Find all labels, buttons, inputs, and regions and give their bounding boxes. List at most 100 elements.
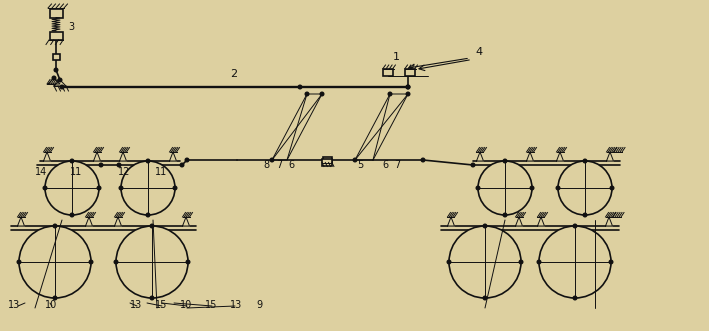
Polygon shape [476,152,484,161]
Text: 10: 10 [45,300,57,310]
Text: 7: 7 [276,160,282,170]
Circle shape [43,186,47,190]
Text: 15: 15 [155,300,167,310]
Circle shape [19,226,91,298]
Text: 9: 9 [256,300,262,310]
Circle shape [270,158,274,162]
Circle shape [584,159,587,163]
Text: 4: 4 [475,47,482,57]
Circle shape [45,161,99,215]
Circle shape [119,186,123,190]
Text: 13: 13 [8,300,21,310]
Circle shape [447,260,451,264]
Circle shape [406,92,410,96]
Circle shape [150,224,154,228]
Bar [52,54,60,60]
Text: 3: 3 [68,22,74,32]
Text: 6: 6 [382,160,388,170]
Polygon shape [527,152,533,161]
Bar [323,157,332,163]
Polygon shape [537,217,545,226]
Polygon shape [182,217,189,226]
Circle shape [60,85,64,89]
Circle shape [573,224,577,228]
Circle shape [186,260,190,264]
Text: 5: 5 [357,160,363,170]
Circle shape [70,213,74,217]
Circle shape [503,213,507,217]
Circle shape [53,224,57,228]
Bar [322,159,332,166]
Circle shape [484,224,487,228]
Polygon shape [515,217,523,226]
Circle shape [484,296,487,300]
Circle shape [530,186,534,190]
Text: 14: 14 [35,167,48,177]
Polygon shape [272,94,322,160]
Circle shape [54,68,58,72]
Text: 1: 1 [393,52,400,62]
Text: 8: 8 [263,160,269,170]
Circle shape [173,186,177,190]
Text: 10: 10 [180,300,192,310]
Polygon shape [86,217,92,226]
Polygon shape [114,217,121,226]
Polygon shape [120,152,126,161]
Circle shape [573,296,577,300]
Circle shape [610,186,614,190]
Circle shape [180,163,184,167]
Circle shape [305,92,309,96]
Circle shape [185,158,189,162]
Polygon shape [169,152,177,161]
Text: 12: 12 [118,167,130,177]
Circle shape [558,161,612,215]
Bar [405,69,415,75]
Circle shape [117,163,121,167]
Text: 7: 7 [394,160,401,170]
Text: 13: 13 [130,300,143,310]
Circle shape [476,186,480,190]
Text: 2: 2 [230,69,237,79]
Circle shape [116,226,188,298]
Polygon shape [605,217,613,226]
Circle shape [471,163,475,167]
Circle shape [298,85,302,89]
Polygon shape [557,152,564,161]
Circle shape [58,78,62,82]
Circle shape [449,226,521,298]
Text: 11: 11 [155,167,167,177]
Polygon shape [447,217,454,226]
Circle shape [519,260,523,264]
Circle shape [478,161,532,215]
Circle shape [406,85,410,89]
Circle shape [389,92,392,96]
Circle shape [320,92,324,96]
Circle shape [121,161,175,215]
Circle shape [609,260,613,264]
Circle shape [146,213,150,217]
Circle shape [17,260,21,264]
Text: 13: 13 [230,300,242,310]
Polygon shape [18,217,25,226]
Circle shape [537,260,541,264]
Circle shape [556,186,560,190]
Circle shape [421,158,425,162]
Polygon shape [94,152,101,161]
Circle shape [539,226,611,298]
Circle shape [353,158,357,162]
Circle shape [70,159,74,163]
Circle shape [89,260,93,264]
Bar [383,69,393,75]
Circle shape [584,213,587,217]
Circle shape [97,186,101,190]
Circle shape [99,163,103,167]
Polygon shape [355,94,408,160]
Text: 15: 15 [205,300,218,310]
Circle shape [114,260,118,264]
Polygon shape [43,152,50,161]
Bar [50,9,62,18]
Circle shape [52,76,56,80]
Circle shape [503,159,507,163]
Bar [50,32,62,40]
Text: 11: 11 [70,167,82,177]
